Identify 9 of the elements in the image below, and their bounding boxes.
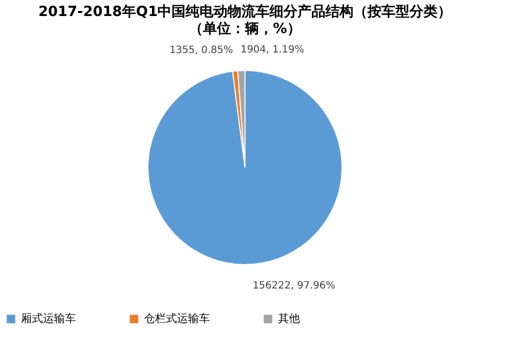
data-label: 156222, 97.96% — [252, 280, 336, 292]
legend-label: 其他 — [278, 312, 300, 325]
legend-label: 仓栏式运输车 — [144, 312, 210, 325]
chart-title: 2017-2018年Q1中国纯电动物流车细分产品结构（按车型分类） — [38, 3, 452, 20]
legend-label: 厢式运输车 — [21, 312, 76, 325]
data-label: 1904, 1.19% — [240, 44, 304, 56]
data-label: 1355, 0.85% — [169, 45, 234, 56]
chart-subtitle: （单位：辆，%） — [188, 21, 302, 37]
pie-slice — [148, 70, 342, 265]
